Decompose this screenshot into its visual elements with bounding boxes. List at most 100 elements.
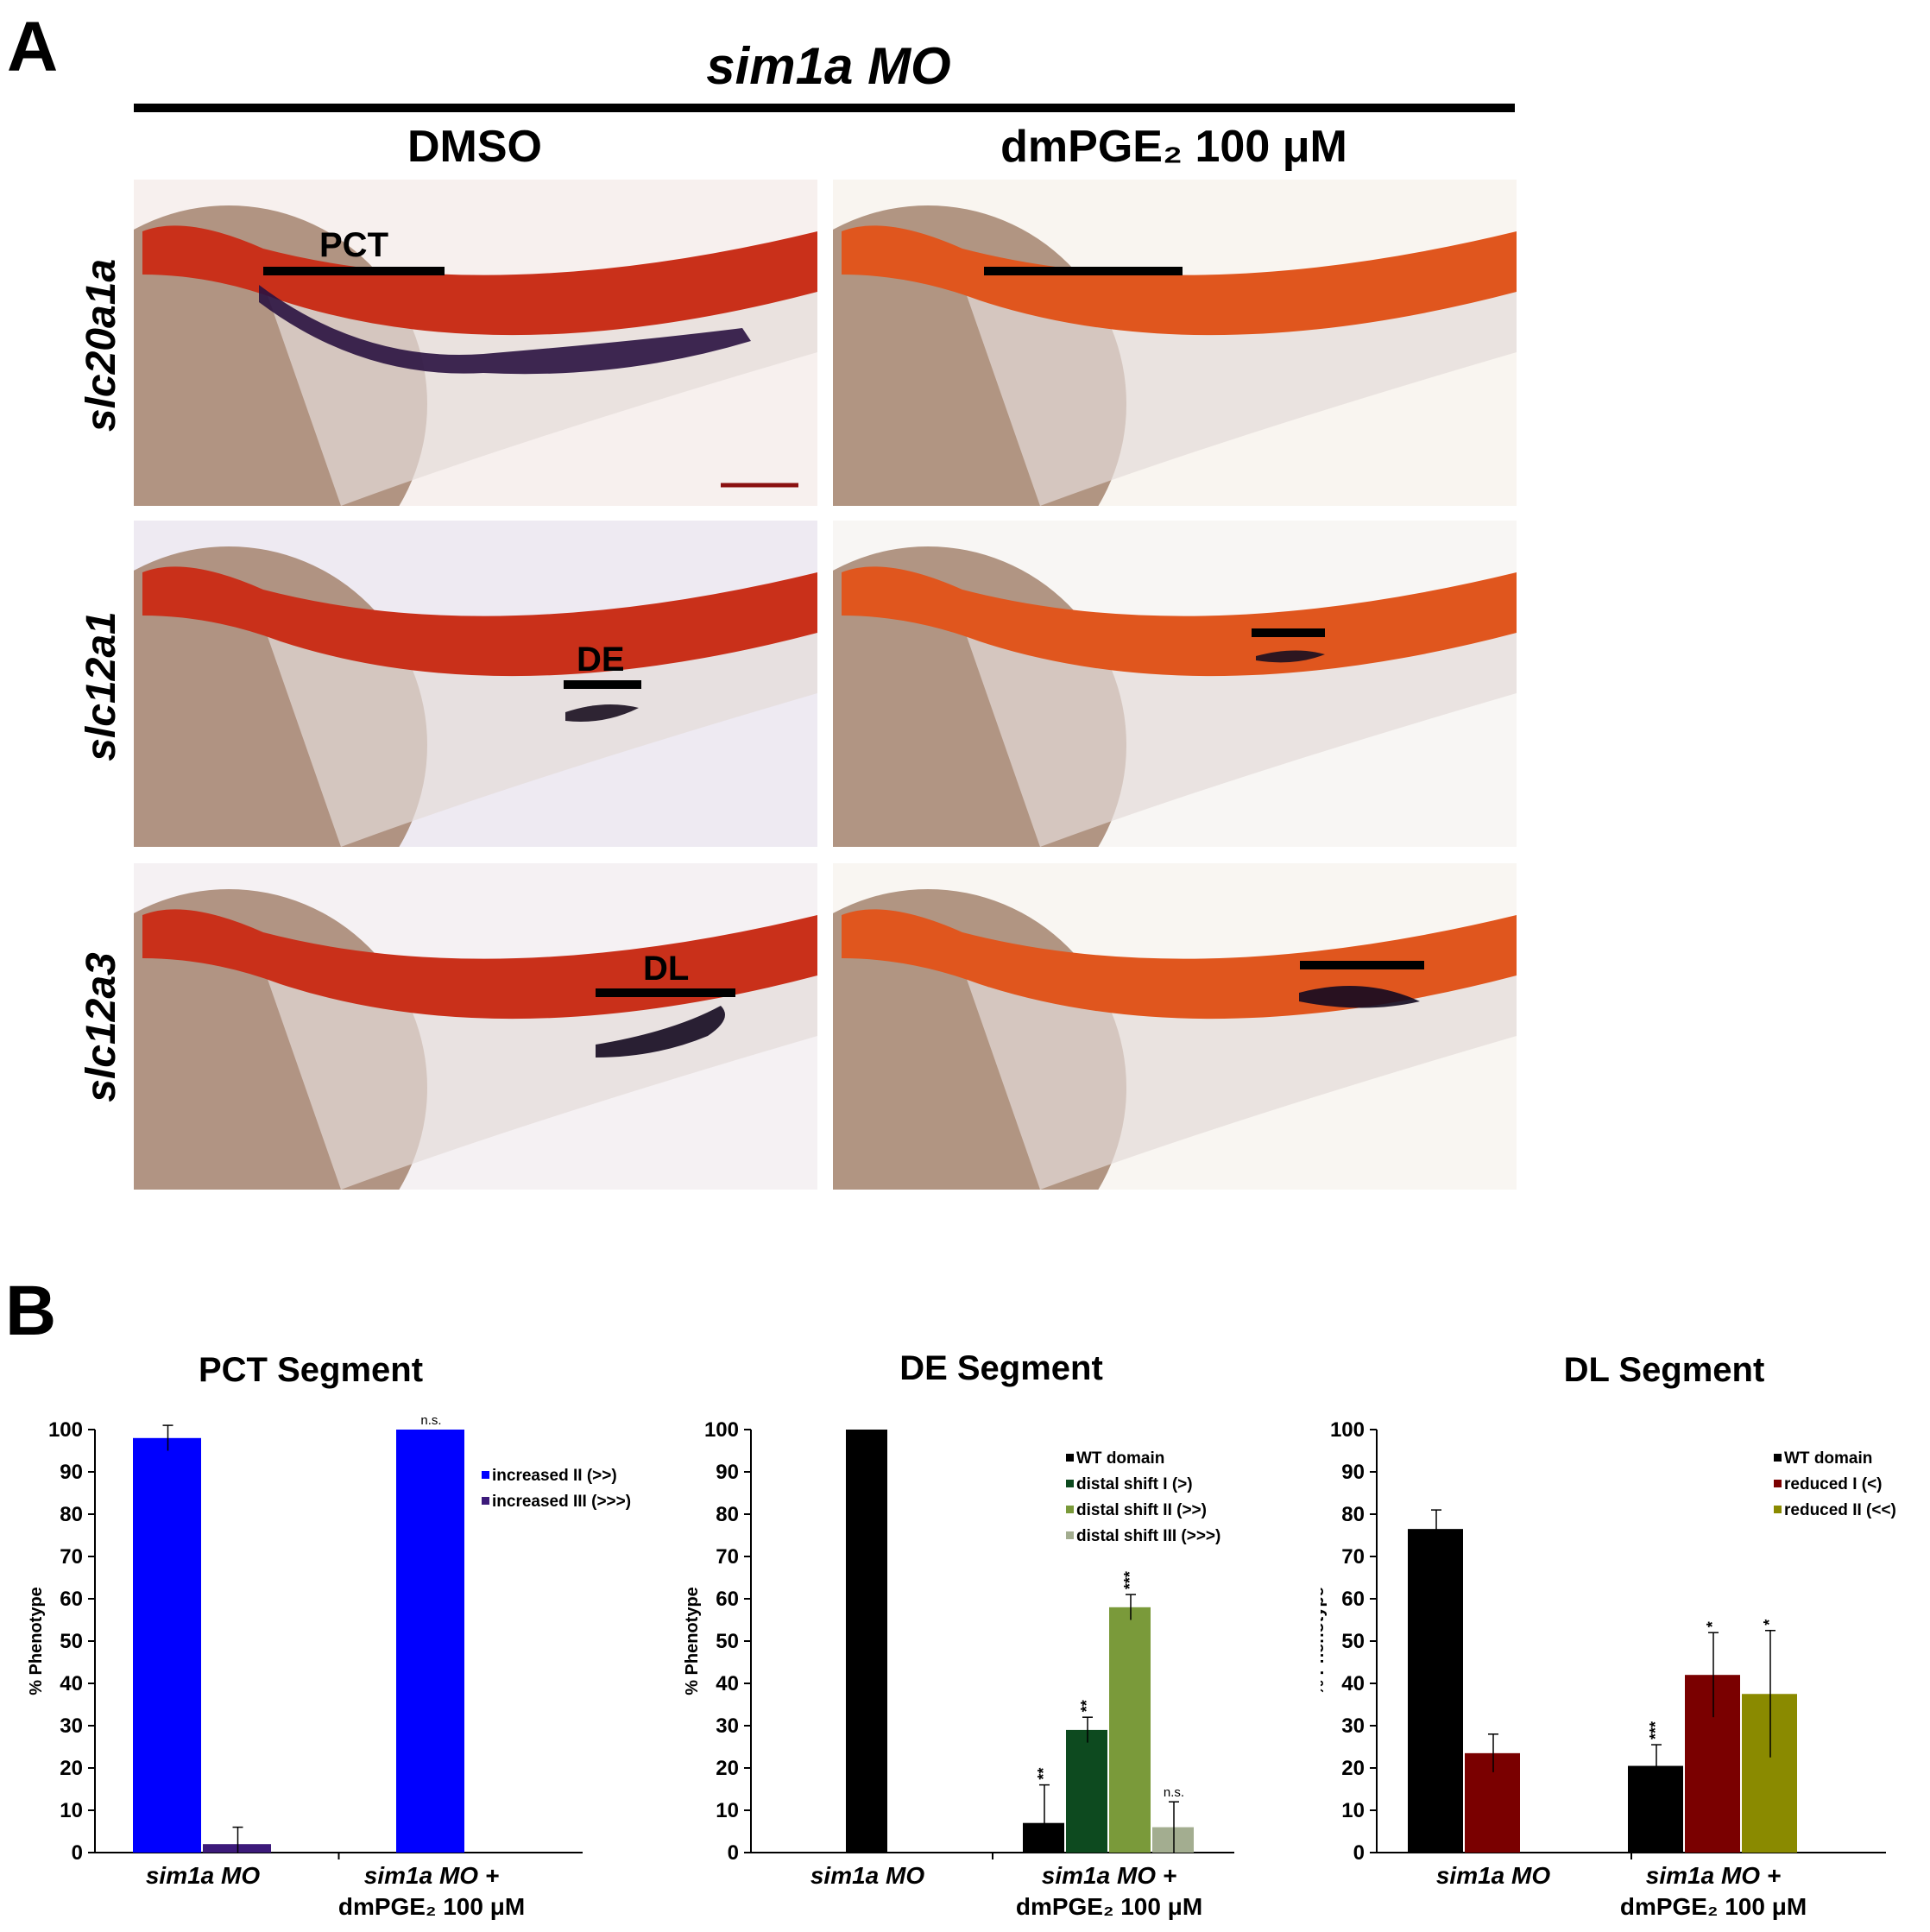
y-tick-label: 100 (1330, 1418, 1365, 1442)
bar (1109, 1607, 1151, 1853)
significance-label: ** (1078, 1700, 1095, 1712)
legend-swatch (1774, 1506, 1782, 1513)
bar (1465, 1752, 1520, 1853)
y-tick-label: 40 (60, 1672, 83, 1695)
bar (1066, 1729, 1107, 1853)
expression-stain (1299, 986, 1420, 1008)
significance-label: *** (1121, 1571, 1138, 1589)
y-tick-label: 30 (60, 1714, 83, 1738)
segment-label-pct: PCT (319, 226, 388, 264)
y-tick-label: 70 (1341, 1545, 1365, 1569)
legend-label: distal shift III (>>>) (1076, 1527, 1220, 1545)
photo-dmpge2-slc12a1 (833, 521, 1517, 847)
bar (1742, 1694, 1797, 1853)
category-label: sim1a MO (146, 1862, 260, 1889)
y-tick-label: 10 (60, 1799, 83, 1822)
row-label-slc12a3: slc12a3 (79, 952, 124, 1102)
y-axis-label: % Phenotype (27, 1587, 46, 1695)
y-tick-label: 50 (1341, 1630, 1365, 1653)
significance-label: * (1761, 1619, 1778, 1626)
bar (1628, 1765, 1683, 1853)
de-segment-chart: 0 10 20 30 40 50 60 70 80 90 100 % Phenotype sim1a M… (683, 1418, 1234, 1920)
somite-band (142, 225, 817, 336)
y-tick-label: 60 (60, 1588, 83, 1611)
legend-label: WT domain (1784, 1449, 1872, 1468)
category-label: sim1a MO + (364, 1862, 499, 1889)
category-label: sim1a MO + (1646, 1862, 1781, 1889)
y-tick-label: 60 (1341, 1588, 1365, 1611)
legend-label: increased II (>>) (492, 1467, 617, 1485)
y-tick-label: 80 (1341, 1503, 1365, 1526)
legend-label: distal shift I (>) (1076, 1475, 1193, 1493)
photo-dmpge2-slc12a3 (833, 863, 1517, 1190)
legend-swatch (1774, 1480, 1782, 1487)
category-label: dmPGE₂ 100 μM (1016, 1893, 1202, 1920)
tail-tissue (962, 616, 1517, 847)
bar (1152, 1827, 1194, 1853)
y-tick-label: 20 (60, 1757, 83, 1780)
bar (1023, 1822, 1064, 1853)
y-tick-label: 80 (716, 1503, 739, 1526)
tail-tissue (263, 958, 817, 1190)
y-tick-label: 90 (716, 1461, 739, 1484)
tail-tissue (263, 275, 817, 506)
row-label-slc12a1: slc12a1 (79, 611, 124, 761)
y-tick-label: 0 (72, 1841, 83, 1865)
category-label: dmPGE₂ 100 μM (338, 1893, 525, 1920)
legend-swatch (1066, 1480, 1074, 1487)
bar (1685, 1675, 1740, 1853)
legend-swatch (1066, 1531, 1074, 1539)
y-tick-label: 30 (716, 1714, 739, 1738)
bar (203, 1844, 271, 1853)
panel-a-title: sim1a MO (706, 37, 951, 95)
y-tick-label: 10 (716, 1799, 739, 1822)
y-tick-label: 20 (1341, 1757, 1365, 1780)
category-label: dmPGE₂ 100 μM (1620, 1893, 1807, 1920)
legend-swatch (1774, 1454, 1782, 1462)
somite-band (142, 566, 817, 677)
bar (1408, 1529, 1463, 1853)
y-tick-label: 70 (716, 1545, 739, 1569)
photo-dmso-slc20a1a (134, 180, 817, 506)
legend-label: reduced I (<) (1784, 1475, 1883, 1493)
legend-label: increased III (>>>) (492, 1493, 631, 1511)
panel-a-letter: A (7, 8, 59, 86)
significance-label: * (1704, 1621, 1721, 1627)
significance-label: *** (1647, 1721, 1664, 1739)
expression-stain (565, 704, 639, 722)
y-tick-label: 100 (48, 1418, 83, 1442)
column-title-dmso: DMSO (407, 122, 542, 172)
category-label: sim1a MO + (1042, 1862, 1176, 1889)
somite-band (842, 566, 1517, 677)
y-tick-label: 50 (716, 1630, 739, 1653)
column-title-dmpge2: dmPGE₂ 100 μM (1000, 122, 1347, 172)
tail-tissue (962, 958, 1517, 1190)
category-label: sim1a MO (810, 1862, 924, 1889)
y-tick-label: 40 (1341, 1672, 1365, 1695)
expression-stain (596, 1006, 725, 1058)
legend-label: WT domain (1076, 1449, 1164, 1468)
y-tick-label: 60 (716, 1588, 739, 1611)
y-tick-label: 80 (60, 1503, 83, 1526)
photo-dmpge2-slc20a1a (833, 180, 1517, 506)
y-tick-label: 0 (1353, 1841, 1365, 1865)
legend-swatch (482, 1497, 489, 1505)
row-label-slc20a1a: slc20a1a (79, 258, 124, 432)
significance-label: n.s. (420, 1413, 441, 1428)
segment-label-de: DE (577, 641, 625, 679)
y-tick-label: 70 (60, 1545, 83, 1569)
title-rule (134, 104, 1515, 112)
y-tick-label: 0 (728, 1841, 739, 1865)
y-tick-label: 100 (704, 1418, 739, 1442)
expression-stain (1256, 650, 1325, 663)
legend-label: distal shift II (>>) (1076, 1501, 1207, 1519)
expression-stain (259, 285, 751, 375)
chart-title-dl: DL Segment (1563, 1351, 1765, 1389)
legend-swatch (1066, 1454, 1074, 1462)
y-tick-label: 90 (1341, 1461, 1365, 1484)
dl-segment-chart: 0 10 20 30 40 50 60 70 80 90 100 % Phenotype sim1a M… (1321, 1418, 1896, 1920)
bar (396, 1430, 464, 1853)
bar (846, 1430, 887, 1853)
significance-label: n.s. (1164, 1785, 1184, 1800)
significance-label: ** (1035, 1768, 1052, 1780)
